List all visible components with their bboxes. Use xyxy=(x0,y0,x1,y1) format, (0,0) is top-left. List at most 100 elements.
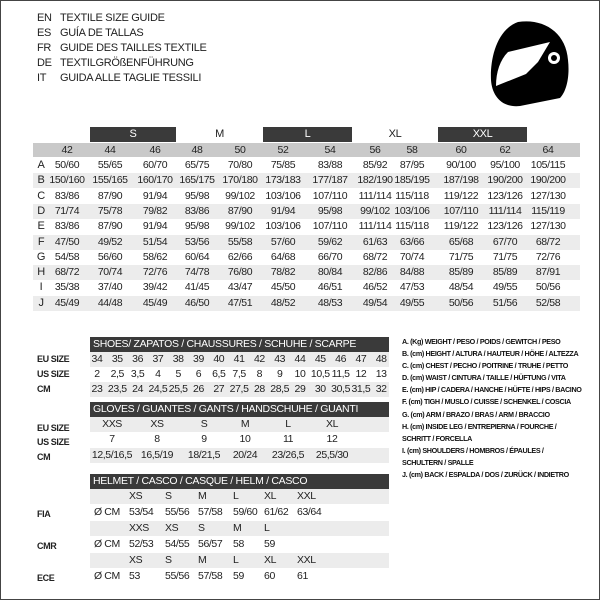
glove-size-cell: 12 xyxy=(326,433,338,445)
row-key: C xyxy=(37,189,45,202)
helmet-size-label: S xyxy=(165,554,172,566)
helmet-size-label: M xyxy=(198,554,207,566)
table-cell: 87/90 xyxy=(227,204,253,217)
helmet-header: HELMET / CASCO / CASQUE / HELM / CASCO xyxy=(90,474,389,489)
table-cell: 95/100 xyxy=(490,159,520,171)
table-cell: 99/102 xyxy=(360,204,390,217)
table-cell: 50/56 xyxy=(448,296,474,309)
row-band xyxy=(33,295,580,311)
helmet-size-value: 53/54 xyxy=(129,506,154,518)
table-cell: 44/48 xyxy=(97,296,123,309)
legend-item: E. (cm) HIP / CADERA / HANCHE / HÜFTE / … xyxy=(402,385,582,395)
table-cell: 37/40 xyxy=(97,281,123,294)
legend-item: SCHRITT / FORCELLA xyxy=(402,433,472,443)
helmet-size-value: 61/62 xyxy=(264,506,289,518)
shoe-size-cell: 38 xyxy=(172,353,184,365)
glove-size-cell: 18/21,5 xyxy=(187,449,221,461)
size-column-header: 58 xyxy=(406,144,418,156)
helmet-size-value: 59/60 xyxy=(233,506,258,518)
legend-item: C. (cm) CHEST / PECHO / POITRINE / TRUHE… xyxy=(402,361,568,371)
table-cell: 71/74 xyxy=(54,204,80,217)
helmet-size-label: XXS xyxy=(129,522,149,534)
unit-label: Ø CM xyxy=(94,538,120,550)
table-cell: 190/200 xyxy=(487,174,523,187)
shoe-size-cell: 46 xyxy=(335,353,347,365)
helmet-size-label: M xyxy=(233,522,242,534)
legend-item: SCHULTERN / SPALLE xyxy=(402,457,474,467)
table-cell: 115/119 xyxy=(531,204,565,217)
glove-size-cell: 20/24 xyxy=(232,449,258,461)
helmet-size-value: 54/55 xyxy=(165,538,190,550)
table-cell: 57/60 xyxy=(270,235,296,248)
helmet-standard-label: FIA xyxy=(37,509,51,519)
table-cell: 84/88 xyxy=(399,266,425,279)
row-label: EU SIZE xyxy=(37,354,70,364)
table-cell: 58/62 xyxy=(142,250,168,263)
shoe-size-cell: 39 xyxy=(193,353,204,365)
glove-size-cell: XL xyxy=(325,418,339,430)
row-key: D xyxy=(37,204,45,217)
size-column-header: 48 xyxy=(191,144,203,156)
shoe-size-cell: 9 xyxy=(276,368,283,380)
table-cell: 70/80 xyxy=(227,159,253,171)
table-cell: 55/58 xyxy=(227,235,253,248)
table-cell: 173/183 xyxy=(265,174,301,187)
table-cell: 165/175 xyxy=(179,174,215,187)
helmet-size-value: 53 xyxy=(129,570,140,582)
table-cell: 49/55 xyxy=(399,296,425,309)
table-cell: 48/53 xyxy=(317,296,343,309)
table-cell: 71/75 xyxy=(448,250,474,263)
table-cell: 85/89 xyxy=(492,266,518,279)
table-cell: 45/49 xyxy=(54,296,80,309)
shoe-size-cell: 28,5 xyxy=(270,383,290,395)
size-group-xl: XL xyxy=(388,128,402,140)
legend-item: I. (cm) SHOULDERS / HOMBROS / ÉPAULES / xyxy=(402,445,544,455)
row-band xyxy=(90,382,389,397)
lang-code: IT xyxy=(37,72,47,84)
table-cell: 51/54 xyxy=(142,235,168,248)
table-cell: 103/106 xyxy=(265,189,301,202)
table-cell: 56/60 xyxy=(97,250,123,263)
table-cell: 187/198 xyxy=(443,174,479,187)
table-cell: 45/49 xyxy=(142,296,168,309)
helmet-size-label: XL xyxy=(264,554,277,566)
helmet-size-label: S xyxy=(165,490,172,502)
row-band xyxy=(90,489,389,504)
table-cell: 46/50 xyxy=(184,296,210,309)
unit-label: Ø CM xyxy=(94,506,120,518)
table-cell: 54/58 xyxy=(54,250,80,263)
row-band xyxy=(90,352,389,367)
row-key: E xyxy=(37,220,45,233)
helmet-size-label: XS xyxy=(129,490,143,502)
lang-code: FR xyxy=(37,42,52,54)
row-label: CM xyxy=(37,384,51,394)
shoe-size-cell: 12 xyxy=(355,368,367,380)
table-cell: 65/68 xyxy=(448,235,474,248)
shoe-size-cell: 27 xyxy=(213,383,225,395)
helmet-size-value: 60 xyxy=(264,570,275,582)
helmet-size-label: XS xyxy=(165,522,179,534)
shoe-size-cell: 44 xyxy=(294,353,306,365)
row-key: F xyxy=(37,235,45,248)
helmet-size-value: 63/64 xyxy=(297,506,322,518)
table-cell: 68/72 xyxy=(54,266,80,279)
lang-code: DE xyxy=(37,57,52,69)
table-cell: 35/38 xyxy=(54,281,80,294)
table-cell: 60/64 xyxy=(184,250,210,263)
helmet-standard-label: ECE xyxy=(37,573,55,583)
title-it: IT GUIDA ALLE TAGLIE TESSILI xyxy=(37,72,201,84)
row-band xyxy=(90,417,389,432)
table-cell: 182/190 xyxy=(357,174,393,187)
helmet-size-value: 52/53 xyxy=(129,538,154,550)
table-cell: 76/80 xyxy=(227,266,253,279)
table-cell: 85/92 xyxy=(362,159,388,171)
legend-item: D. (cm) WAIST / CINTURA / TAILLE / HÜFTU… xyxy=(402,373,566,383)
legend-item: A. (Kg) WEIGHT / PESO / POIDS / GEWITCH … xyxy=(402,337,561,346)
table-cell: 95/98 xyxy=(317,204,343,217)
size-column-header: 62 xyxy=(499,144,511,156)
table-cell: 95/98 xyxy=(184,220,210,233)
table-cell: 82/86 xyxy=(362,266,388,279)
table-cell: 67/70 xyxy=(492,235,518,248)
unit-label: Ø CM xyxy=(94,570,120,582)
table-cell: 115/118 xyxy=(395,189,429,202)
